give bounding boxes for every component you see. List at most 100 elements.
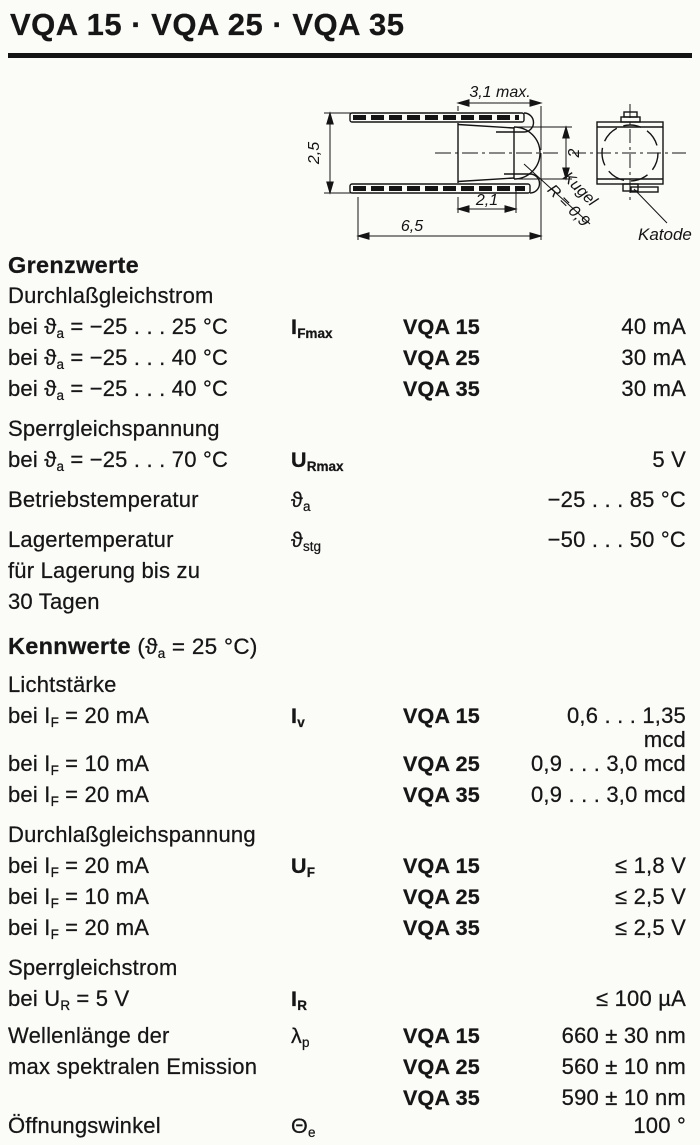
spec-condition: bei IF = 20 mA	[8, 853, 150, 880]
spec-type-name	[403, 448, 528, 479]
package-outline-drawing: 3,1 max. 2,5 2 2,1 6,5 Kugel R = 0,9 Kat…	[306, 84, 692, 244]
spec-type-name	[403, 823, 528, 854]
spec-type-name	[403, 673, 528, 704]
characteristics-table: Lichtstärke bei IF = 20 mA Iv VQA 15 0,6…	[8, 672, 692, 1145]
spec-type-name	[403, 528, 528, 559]
dim-body-label: 2,1	[475, 192, 498, 209]
spec-value: 0,9 . . . 3,0 mcd	[530, 782, 686, 807]
spec-value	[528, 673, 692, 704]
spec-value: 5 V	[652, 447, 686, 472]
spec-symbol: λp	[291, 1024, 310, 1050]
spec-condition: bei ϑa = −25 . . . 25 °C	[8, 314, 229, 341]
spec-condition: bei ϑa = −25 . . . 70 °C	[8, 447, 229, 474]
spec-symbol	[291, 673, 403, 704]
spec-symbol	[291, 417, 403, 448]
spec-type-name	[403, 488, 528, 519]
spec-condition: Sperrgleichstrom	[8, 955, 178, 980]
spec-condition: für Lagerung bis zu	[8, 558, 201, 583]
spec-type-name: VQA 15	[403, 1024, 480, 1048]
spec-value	[528, 956, 692, 987]
spec-condition: 30 Tagen	[8, 589, 100, 614]
spec-row: Durchlaßgleichspannung	[8, 822, 692, 854]
spec-symbol	[291, 956, 403, 987]
dim-total-label: 6,5	[401, 218, 423, 235]
spec-row: Öffnungswinkel Θe 100 °	[8, 1113, 692, 1145]
limits-heading: Grenzwerte	[8, 252, 139, 278]
limits-table: Durchlaßgleichstrom bei ϑa = −25 . . . 2…	[8, 283, 692, 621]
spec-type-name	[403, 417, 528, 448]
cathode-leader-line	[633, 188, 668, 224]
spec-value: 590 ± 10 nm	[561, 1085, 686, 1110]
spec-row: Betriebstemperatur ϑa −25 . . . 85 °C	[8, 487, 692, 519]
spec-condition: Durchlaßgleichstrom	[8, 283, 214, 308]
spec-value: 100 °	[633, 1113, 686, 1138]
characteristics-heading: Kennwerte (ϑa = 25 °C)	[8, 633, 692, 667]
spec-row: bei ϑa = −25 . . . 70 °C URmax 5 V	[8, 447, 692, 479]
spec-condition: bei IF = 10 mA	[8, 884, 150, 911]
cathode-tab	[622, 183, 659, 193]
spec-value: 660 ± 30 nm	[561, 1023, 686, 1048]
spec-row: Lagertemperatur ϑstg −50 . . . 50 °C	[8, 527, 692, 559]
spec-symbol: Θe	[291, 1114, 316, 1140]
characteristics-heading-word: Kennwerte	[8, 633, 131, 659]
spec-row: VQA 35 590 ± 10 nm	[8, 1085, 692, 1110]
spec-value: 40 mA	[621, 314, 686, 339]
spec-symbol	[291, 1086, 403, 1110]
spec-type-name	[403, 1114, 528, 1145]
spec-row: Sperrgleichspannung	[8, 416, 692, 448]
spec-row: für Lagerung bis zu	[8, 558, 692, 590]
spec-value: −50 . . . 50 °C	[547, 527, 686, 552]
spec-value: ≤ 2,5 V	[615, 915, 686, 940]
spec-symbol	[291, 1055, 403, 1086]
spec-symbol: IR	[291, 987, 307, 1013]
spec-type-name: VQA 15	[403, 704, 480, 728]
spec-condition: Öffnungswinkel	[8, 1113, 161, 1138]
drawing-labels: 3,1 max. 2,5 2 2,1 6,5 Kugel R = 0,9 Kat…	[306, 84, 692, 244]
dim-height-label: 2,5	[306, 142, 323, 165]
spec-symbol: Iv	[291, 704, 305, 730]
spec-type-name	[403, 590, 528, 621]
spec-condition: Lagertemperatur	[8, 527, 174, 552]
spec-symbol: ϑstg	[291, 528, 321, 554]
dome	[513, 126, 541, 180]
spec-type-name: VQA 35	[403, 783, 480, 807]
spec-condition: Durchlaßgleichspannung	[8, 822, 256, 847]
dim-width-label: 3,1 max.	[469, 84, 530, 101]
spec-value: ≤ 1,8 V	[615, 853, 686, 878]
dim-dome-label: 2	[566, 148, 583, 158]
spec-row: bei IF = 20 mA UF VQA 15 ≤ 1,8 V	[8, 853, 692, 885]
spec-condition: bei IF = 20 mA	[8, 703, 150, 730]
spec-symbol	[291, 377, 403, 408]
spec-row: 30 Tagen	[8, 589, 692, 621]
spec-row: max spektralen Emission VQA 25 560 ± 10 …	[8, 1054, 692, 1086]
spec-type-name	[403, 559, 528, 590]
spec-row: Sperrgleichstrom	[8, 955, 692, 987]
spec-condition: bei ϑa = −25 . . . 40 °C	[8, 376, 229, 403]
spec-symbol	[291, 885, 403, 916]
spec-condition	[8, 1086, 291, 1110]
spec-condition: bei IF = 20 mA	[8, 782, 150, 809]
spec-type-name	[403, 284, 528, 315]
spec-symbol	[291, 783, 403, 814]
dimensions	[324, 99, 572, 240]
spec-value	[528, 590, 692, 621]
spec-row: bei ϑa = −25 . . . 40 °C VQA 25 30 mA	[8, 345, 692, 377]
spec-condition: Wellenlänge der	[8, 1023, 170, 1048]
spec-type-name: VQA 35	[403, 377, 480, 401]
spec-type-name: VQA 15	[403, 854, 480, 878]
spec-symbol: IFmax	[291, 315, 333, 341]
spec-symbol: UF	[291, 854, 315, 880]
characteristics-heading-condition: (ϑa = 25 °C)	[130, 634, 258, 661]
spec-value: ≤ 2,5 V	[615, 884, 686, 909]
spec-condition: bei ϑa = −25 . . . 40 °C	[8, 345, 229, 372]
spec-row: bei IF = 20 mA VQA 35 0,9 . . . 3,0 mcd	[8, 782, 692, 814]
spec-value	[528, 559, 692, 590]
spec-symbol: URmax	[291, 448, 344, 474]
spec-type-name: VQA 25	[403, 752, 480, 776]
spec-symbol	[291, 346, 403, 377]
spec-row: bei ϑa = −25 . . . 40 °C VQA 35 30 mA	[8, 376, 692, 408]
spec-type-name: VQA 35	[403, 1086, 480, 1110]
spec-row: bei IF = 20 mA VQA 35 ≤ 2,5 V	[8, 915, 692, 947]
spec-condition: max spektralen Emission	[8, 1054, 258, 1079]
spec-row: Wellenlänge der λp VQA 15 660 ± 30 nm	[8, 1023, 692, 1055]
